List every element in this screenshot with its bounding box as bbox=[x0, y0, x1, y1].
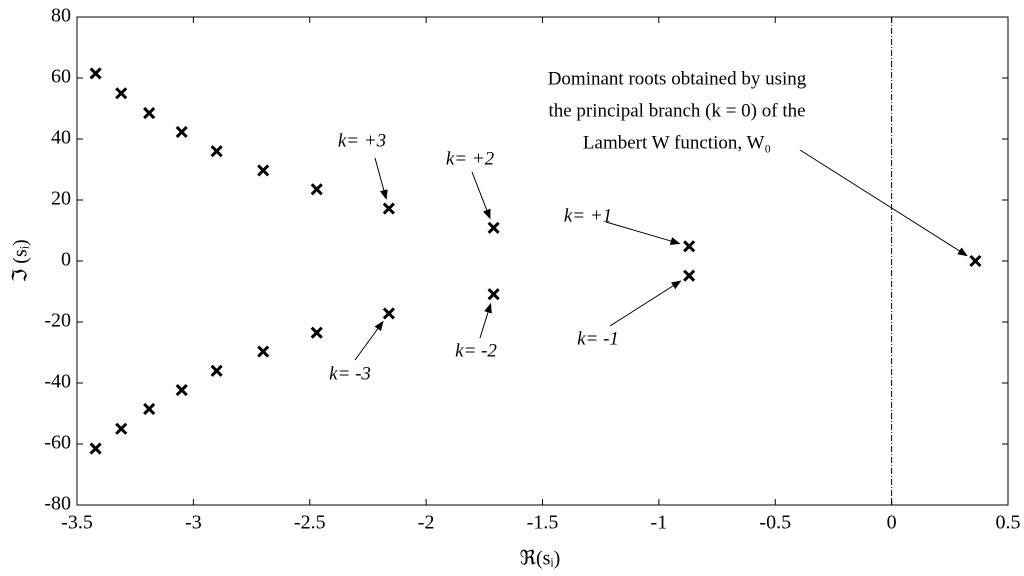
annotation: k= -1 bbox=[577, 328, 619, 349]
annotation-arrow bbox=[605, 221, 681, 245]
annotation-arrow bbox=[374, 157, 388, 200]
annotation-arrow bbox=[354, 320, 384, 361]
annotation: k= +2 bbox=[446, 148, 495, 169]
annotation-arrow bbox=[609, 280, 682, 327]
x-tick-label: -3.5 bbox=[61, 512, 93, 534]
y-tick-label: -80 bbox=[44, 493, 71, 515]
annotation-arrow bbox=[479, 302, 492, 339]
y-tick-label: 80 bbox=[51, 5, 71, 27]
y-tick-label: 60 bbox=[51, 66, 71, 88]
x-tick-label: -2.5 bbox=[294, 512, 326, 534]
x-tick-label: -1 bbox=[651, 512, 668, 534]
data-point bbox=[382, 202, 395, 215]
data-point bbox=[210, 364, 223, 377]
y-tick-label: -20 bbox=[44, 310, 71, 332]
annotation: k= -3 bbox=[329, 363, 371, 384]
y-axis-label: ℑ (sᵢ) bbox=[10, 239, 32, 282]
data-point bbox=[310, 326, 323, 339]
y-tick-label: 0 bbox=[61, 249, 71, 271]
annotation: Dominant roots obtained by using bbox=[548, 68, 807, 89]
data-point bbox=[969, 254, 982, 268]
x-tick-label: -0.5 bbox=[759, 512, 791, 534]
data-point bbox=[89, 442, 102, 455]
data-point bbox=[487, 288, 500, 301]
x-tick-label: -2 bbox=[418, 512, 435, 534]
data-point bbox=[487, 221, 500, 234]
y-tick-label: 40 bbox=[51, 127, 71, 149]
y-tick-label: -60 bbox=[44, 432, 71, 454]
annotation: the principal branch (k = 0) of the bbox=[548, 100, 805, 121]
x-tick-label: 0 bbox=[887, 512, 897, 534]
data-point bbox=[683, 240, 696, 253]
x-tick-label: 0.5 bbox=[996, 512, 1021, 534]
annotation: k= -2 bbox=[455, 340, 497, 361]
data-point bbox=[257, 164, 270, 177]
data-point bbox=[115, 422, 128, 435]
annotation-arrow bbox=[471, 171, 491, 220]
data-point bbox=[210, 145, 223, 158]
annotation: k= +1 bbox=[564, 205, 612, 226]
annotation: k= +3 bbox=[338, 130, 386, 151]
data-point bbox=[115, 87, 128, 100]
data-point bbox=[143, 402, 156, 415]
data-point bbox=[683, 269, 696, 282]
y-tick-label: -40 bbox=[44, 371, 71, 393]
annotation: Lambert W function, W₀ bbox=[583, 132, 771, 153]
x-tick-label: -1.5 bbox=[527, 512, 559, 534]
x-axis-label: ℜ(sᵢ) bbox=[520, 548, 561, 570]
plot-frame bbox=[76, 16, 1009, 506]
data-point bbox=[89, 67, 102, 80]
data-point bbox=[257, 345, 270, 358]
data-point bbox=[143, 107, 156, 120]
data-point bbox=[310, 183, 323, 196]
y-tick-label: 20 bbox=[51, 188, 71, 210]
data-point bbox=[175, 125, 188, 139]
x-tick-label: -3 bbox=[185, 512, 202, 534]
annotation-arrow bbox=[799, 149, 968, 257]
data-point bbox=[175, 383, 188, 397]
data-point bbox=[382, 307, 395, 320]
